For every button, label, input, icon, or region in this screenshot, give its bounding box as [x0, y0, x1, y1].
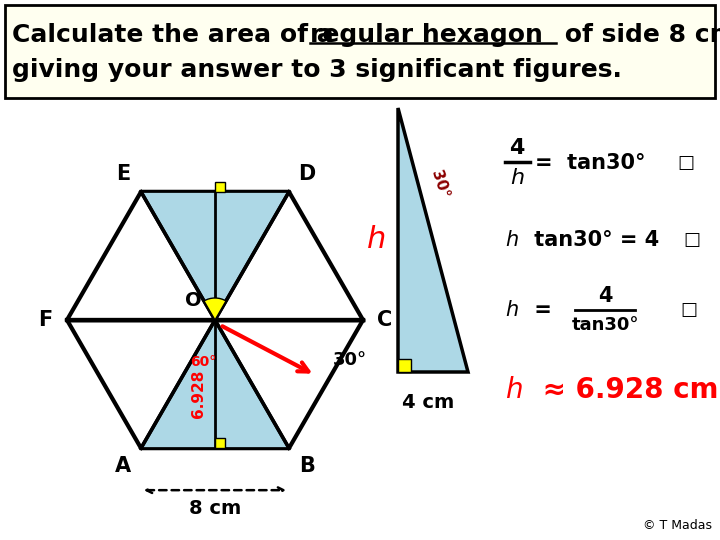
Text: giving your answer to 3 significant figures.: giving your answer to 3 significant figu…: [12, 58, 622, 82]
Text: =: =: [527, 300, 559, 320]
Text: $h$: $h$: [505, 300, 519, 320]
Text: 6.928: 6.928: [192, 370, 207, 418]
Text: © T Madas: © T Madas: [643, 519, 712, 532]
Polygon shape: [141, 320, 289, 448]
Text: □: □: [683, 231, 700, 249]
Text: 30°: 30°: [428, 168, 451, 200]
Text: D: D: [298, 164, 315, 184]
Text: tan30°: tan30°: [571, 316, 639, 334]
Text: F: F: [38, 310, 53, 330]
Text: $h$: $h$: [505, 376, 523, 404]
Text: ≈ 6.928 cm: ≈ 6.928 cm: [533, 376, 719, 404]
Text: □: □: [677, 154, 694, 172]
Polygon shape: [215, 438, 225, 448]
Polygon shape: [67, 192, 363, 448]
Text: E: E: [116, 164, 130, 184]
Polygon shape: [215, 182, 225, 192]
Text: 30°: 30°: [333, 351, 367, 369]
Text: $h$: $h$: [510, 168, 524, 188]
Text: $h$: $h$: [366, 226, 386, 254]
Text: O: O: [185, 291, 202, 309]
Text: □: □: [680, 301, 697, 319]
Text: Calculate the area of a: Calculate the area of a: [12, 23, 343, 47]
Text: B: B: [299, 456, 315, 476]
Text: 4: 4: [509, 138, 525, 158]
Text: 4: 4: [598, 286, 612, 306]
Text: of side 8 cm,: of side 8 cm,: [556, 23, 720, 47]
Polygon shape: [398, 108, 468, 372]
Wedge shape: [204, 298, 226, 320]
FancyBboxPatch shape: [5, 5, 715, 98]
Text: C: C: [377, 310, 392, 330]
Text: 4 cm: 4 cm: [402, 393, 454, 411]
Polygon shape: [141, 192, 289, 320]
Text: A: A: [115, 456, 131, 476]
Text: regular hexagon: regular hexagon: [310, 23, 543, 47]
Text: tan30° = 4: tan30° = 4: [527, 230, 660, 250]
Text: 60°: 60°: [190, 355, 216, 369]
Text: =  tan30°: = tan30°: [535, 153, 646, 173]
Text: $h$: $h$: [505, 230, 519, 250]
Polygon shape: [398, 359, 411, 372]
Text: 8 cm: 8 cm: [189, 498, 241, 518]
